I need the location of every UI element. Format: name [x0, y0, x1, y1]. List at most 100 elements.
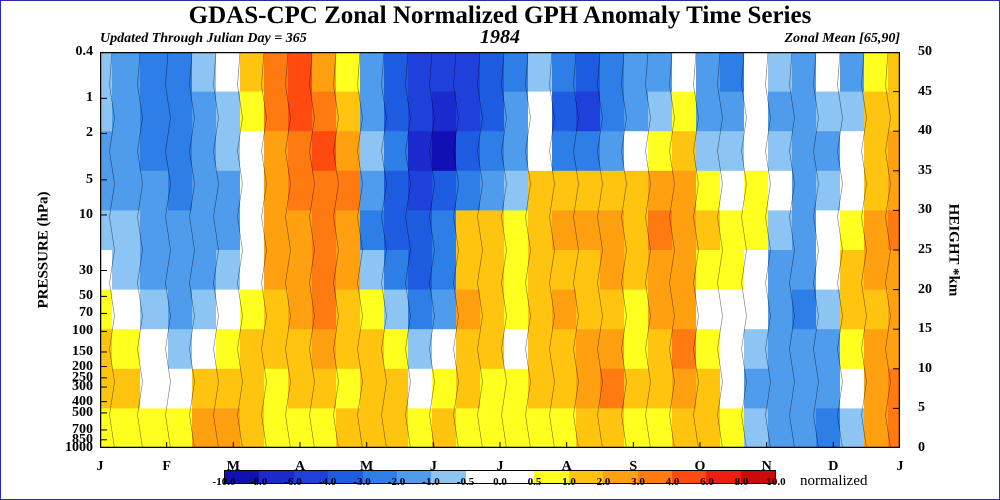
heatmap-cell: [768, 52, 793, 93]
heatmap-cell: [288, 408, 313, 448]
height-tick-label: 35: [918, 162, 932, 178]
heatmap-cell: [816, 329, 841, 370]
heatmap-cell: [192, 131, 217, 172]
contour-line: [789, 52, 795, 448]
contour-line: [453, 52, 459, 448]
colorbar-segment: [671, 471, 707, 483]
heatmap-cell: [480, 289, 505, 330]
heatmap-cell: [360, 408, 385, 448]
colorbar-unit-label: normalized: [800, 473, 868, 489]
heatmap-cell: [576, 329, 601, 370]
colorbar-label: -1.0: [422, 476, 440, 488]
heatmap-cell: [336, 289, 361, 330]
heatmap-cell: [112, 52, 141, 93]
heatmap-cell: [432, 289, 457, 330]
heatmap-cell: [384, 289, 409, 330]
heatmap-cell: [240, 170, 265, 211]
colorbar-segment: [637, 471, 672, 483]
heatmap-cell: [552, 289, 577, 330]
heatmap-cell: [312, 170, 337, 211]
heatmap-cell: [336, 91, 361, 132]
heatmap-cell: [336, 131, 361, 172]
heatmap-cell: [240, 250, 265, 291]
heatmap-cell: [112, 408, 141, 448]
heatmap-cell: [480, 408, 505, 448]
heatmap-cell: [864, 289, 889, 330]
height-tick-label: 45: [918, 83, 932, 99]
heatmap-cell: [840, 368, 865, 409]
heatmap-cell: [100, 368, 113, 409]
heatmap-cell: [672, 52, 697, 93]
heatmap-cell: [696, 408, 721, 448]
heatmap-cell: [576, 170, 601, 211]
heatmap-cell: [264, 131, 289, 172]
colorbar-label: 2.0: [596, 476, 611, 488]
heatmap-cell: [432, 368, 457, 409]
pressure-tick-label: 100: [72, 323, 93, 339]
heatmap-cell: [624, 170, 649, 211]
heatmap-cell: [600, 170, 625, 211]
heatmap-cell: [168, 131, 193, 172]
heatmap-cell: [216, 289, 241, 330]
heatmap-cell: [816, 170, 841, 211]
heatmap-cell: [360, 368, 385, 409]
heatmap-cell: [552, 368, 577, 409]
heatmap-cell: [384, 91, 409, 132]
heatmap-cell: [240, 368, 265, 409]
heatmap-cell: [552, 329, 577, 370]
heatmap-cell: [432, 210, 457, 251]
heatmap-cell: [696, 91, 721, 132]
contour-line: [381, 52, 387, 448]
heatmap-cell: [336, 210, 361, 251]
contour-line: [573, 52, 579, 448]
heatmap-cell: [288, 368, 313, 409]
heatmap-cell: [456, 210, 481, 251]
month-tick-label: A: [294, 459, 306, 474]
heatmap-cell: [648, 91, 673, 132]
heatmap-cell: [480, 250, 505, 291]
heatmap-cell: [720, 408, 745, 448]
heatmap-cell: [744, 210, 769, 251]
heatmap-cell: [648, 329, 673, 370]
heatmap-cell: [792, 250, 817, 291]
heatmap-cell: [504, 368, 529, 409]
heatmap-cell: [336, 329, 361, 370]
heatmap-cell: [112, 170, 141, 211]
heatmap-cell: [720, 250, 745, 291]
heatmap-cell: [288, 91, 313, 132]
heatmap-cell: [504, 170, 529, 211]
heatmap-cell: [168, 368, 193, 409]
heatmap-cell: [768, 368, 793, 409]
month-tick-label: J: [496, 459, 504, 474]
heatmap-cell: [384, 250, 409, 291]
heatmap-cell: [648, 289, 673, 330]
heatmap-cell: [408, 329, 433, 370]
heatmap-cell: [600, 210, 625, 251]
heatmap-cell: [600, 131, 625, 172]
heatmap-cell: [840, 289, 865, 330]
pressure-tick-label: 500: [72, 404, 93, 420]
heatmap-cell: [816, 289, 841, 330]
colorbar-label: 6.0: [700, 476, 714, 488]
heatmap-cell: [552, 210, 577, 251]
pressure-tick-label: 30: [79, 262, 93, 278]
heatmap-cell: [696, 131, 721, 172]
contour-line: [645, 52, 651, 448]
contour-line: [357, 52, 363, 448]
heatmap-cell: [168, 250, 193, 291]
heatmap-cell: [624, 52, 649, 93]
colorbar-label: -3.0: [353, 476, 371, 488]
heatmap-cell: [456, 170, 481, 211]
chart-title: GDAS-CPC Zonal Normalized GPH Anomaly Ti…: [188, 2, 812, 29]
heatmap-cell: [528, 170, 553, 211]
contour-line: [717, 52, 723, 448]
heatmap-cell: [456, 52, 481, 93]
heatmap-cell: [288, 131, 313, 172]
colorbar-segment: [740, 471, 775, 483]
heatmap-cell: [792, 368, 817, 409]
heatmap-cell: [336, 408, 361, 448]
heatmap-cell: [648, 250, 673, 291]
heatmap-cell: [816, 368, 841, 409]
heatmap-cell: [192, 329, 217, 370]
heatmap-cell: [792, 131, 817, 172]
